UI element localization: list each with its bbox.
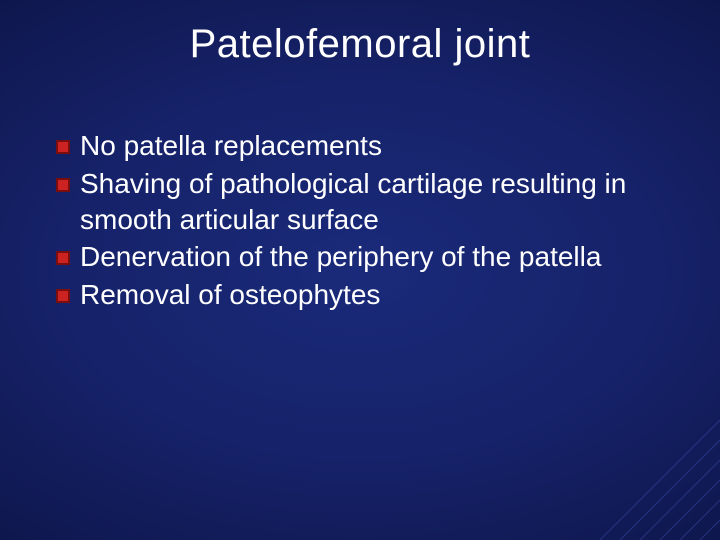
bullet-square-icon: [56, 140, 70, 154]
bullet-square-icon: [56, 178, 70, 192]
list-item: No patella replacements: [56, 128, 680, 164]
list-item: Denervation of the periphery of the pate…: [56, 239, 680, 275]
corner-decoration-icon: [560, 380, 720, 540]
bullet-list: No patella replacements Shaving of patho…: [56, 128, 680, 315]
bullet-square-icon: [56, 251, 70, 265]
bullet-text: Removal of osteophytes: [80, 277, 380, 313]
list-item: Shaving of pathological cartilage result…: [56, 166, 680, 238]
slide: Patelofemoral joint No patella replaceme…: [0, 0, 720, 540]
slide-title: Patelofemoral joint: [0, 22, 720, 67]
bullet-square-icon: [56, 289, 70, 303]
bullet-text: Denervation of the periphery of the pate…: [80, 239, 601, 275]
list-item: Removal of osteophytes: [56, 277, 680, 313]
bullet-text: No patella replacements: [80, 128, 382, 164]
bullet-text: Shaving of pathological cartilage result…: [80, 166, 680, 238]
